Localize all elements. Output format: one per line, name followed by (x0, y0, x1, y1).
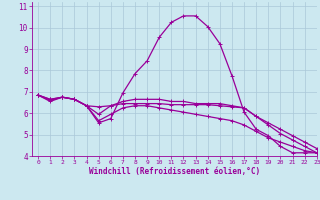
X-axis label: Windchill (Refroidissement éolien,°C): Windchill (Refroidissement éolien,°C) (89, 167, 260, 176)
